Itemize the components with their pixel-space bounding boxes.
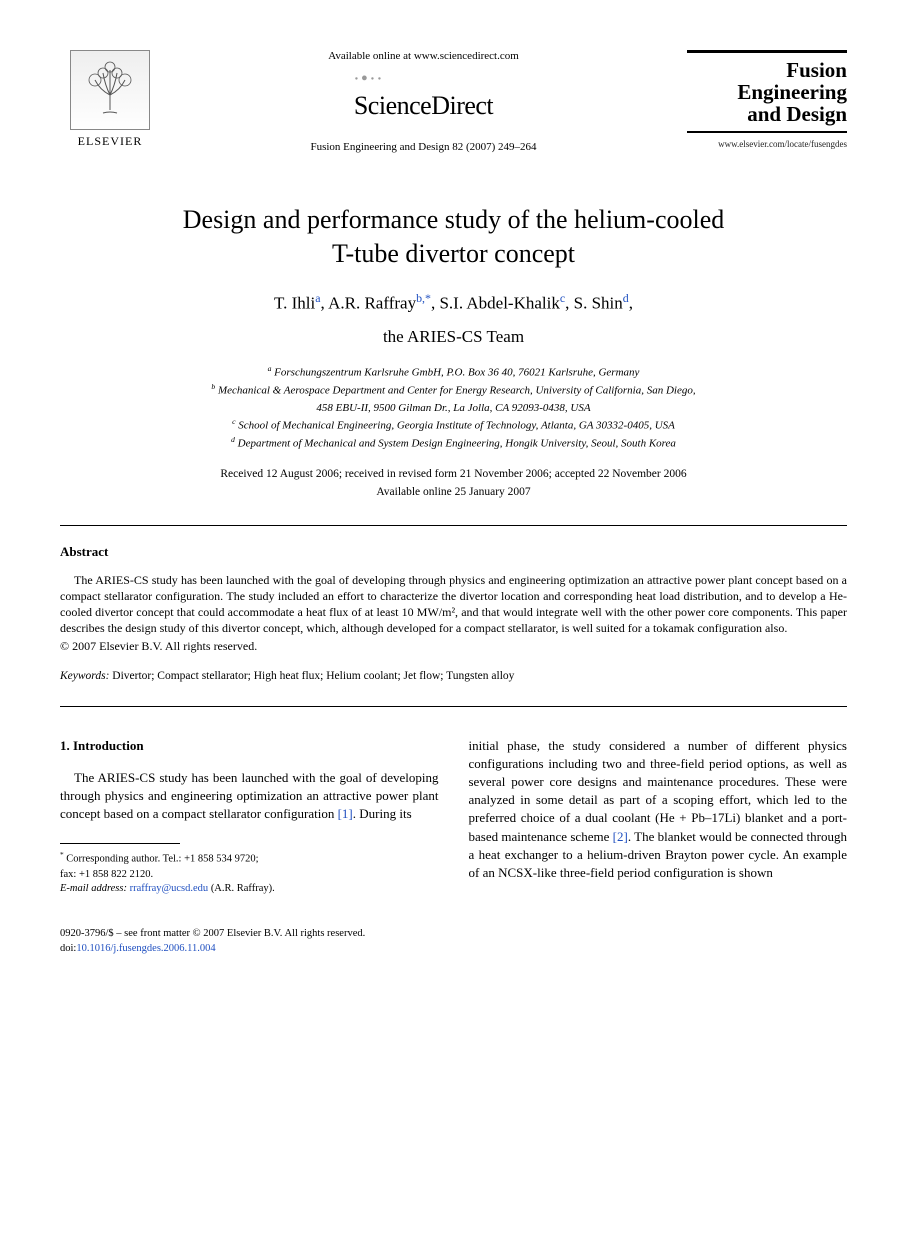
citation-link[interactable]: [2] [613, 829, 628, 844]
body-paragraph: initial phase, the study considered a nu… [469, 737, 848, 883]
publisher-name: ELSEVIER [78, 134, 143, 149]
journal-reference: Fusion Engineering and Design 82 (2007) … [310, 141, 536, 153]
column-left: 1. Introduction The ARIES-CS study has b… [60, 737, 439, 897]
publisher-logo-block: ELSEVIER [60, 50, 160, 149]
footnote-divider [60, 843, 180, 844]
body-columns: 1. Introduction The ARIES-CS study has b… [60, 737, 847, 897]
authors: T. Ihlia, A.R. Raffrayb,*, S.I. Abdel-Kh… [60, 291, 847, 314]
divider [60, 525, 847, 526]
page-header: ELSEVIER Available online at www.science… [60, 50, 847, 153]
divider [60, 706, 847, 707]
journal-name: Fusion Engineering and Design [687, 59, 847, 133]
keywords: Keywords: Divertor; Compact stellarator;… [60, 670, 847, 682]
sciencedirect-logo: ∙•∙∙ ScienceDirect [354, 68, 493, 121]
journal-title-block: Fusion Engineering and Design www.elsevi… [687, 50, 847, 149]
header-center: Available online at www.sciencedirect.co… [160, 50, 687, 153]
column-right: initial phase, the study considered a nu… [469, 737, 848, 897]
citation-link[interactable]: [1] [338, 806, 353, 821]
affiliations: a Forschungszentrum Karlsruhe GmbH, P.O.… [60, 363, 847, 452]
available-online-text: Available online at www.sciencedirect.co… [328, 50, 519, 62]
doi-link[interactable]: 10.1016/j.fusengdes.2006.11.004 [76, 943, 215, 954]
footer-info: 0920-3796/$ – see front matter © 2007 El… [60, 927, 847, 956]
abstract-heading: Abstract [60, 544, 847, 560]
article-dates: Received 12 August 2006; received in rev… [60, 466, 847, 501]
body-paragraph: The ARIES-CS study has been launched wit… [60, 769, 439, 824]
email-link[interactable]: rraffray@ucsd.edu [130, 883, 209, 894]
elsevier-tree-icon [70, 50, 150, 130]
abstract-body: The ARIES-CS study has been launched wit… [60, 572, 847, 637]
copyright: © 2007 Elsevier B.V. All rights reserved… [60, 639, 847, 654]
journal-url[interactable]: www.elsevier.com/locate/fusengdes [687, 139, 847, 149]
team-name: the ARIES-CS Team [60, 327, 847, 347]
section-heading: 1. Introduction [60, 737, 439, 755]
corresponding-author-footnote: * Corresponding author. Tel.: +1 858 534… [60, 850, 439, 897]
article-title: Design and performance study of the heli… [60, 203, 847, 271]
